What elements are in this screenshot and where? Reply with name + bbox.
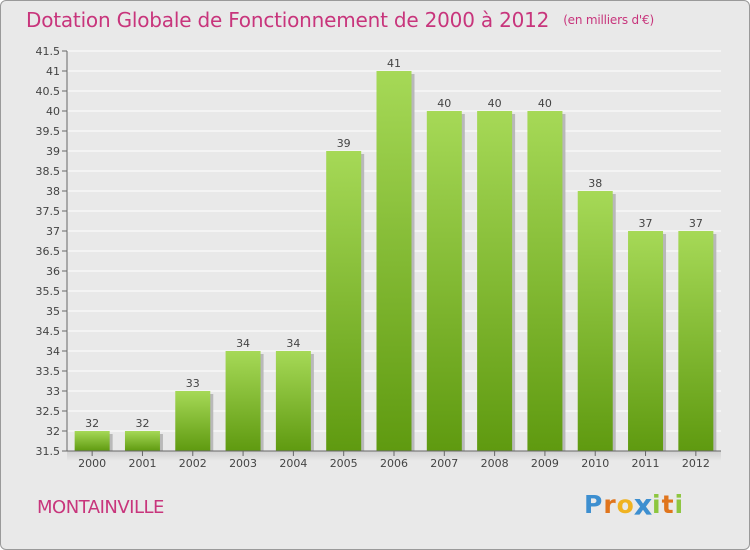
x-tick-label: 2004 bbox=[279, 457, 307, 470]
chart-title: Dotation Globale de Fonctionnement de 20… bbox=[26, 8, 654, 32]
x-tick-label: 2006 bbox=[380, 457, 408, 470]
data-label: 37 bbox=[689, 217, 703, 230]
y-tick-label: 32.5 bbox=[36, 405, 61, 418]
x-tick-label: 2008 bbox=[481, 457, 509, 470]
data-label: 34 bbox=[236, 337, 250, 350]
data-label: 39 bbox=[337, 137, 351, 150]
y-tick-label: 37 bbox=[46, 225, 60, 238]
city-name: MONTAINVILLE bbox=[37, 497, 164, 518]
y-tick-label: 40 bbox=[46, 105, 60, 118]
x-axis: 2000 2001 2002 2003 2004 2005 2006 2007 2008 2009… bbox=[67, 450, 721, 470]
data-label: 34 bbox=[286, 337, 300, 350]
x-tick-label: 2011 bbox=[632, 457, 660, 470]
bar-2001 bbox=[124, 431, 160, 451]
x-tick-label: 2007 bbox=[430, 457, 458, 470]
bar-2006 bbox=[376, 71, 412, 451]
y-tick-label: 38 bbox=[46, 185, 60, 198]
y-tick-label: 38.5 bbox=[36, 165, 61, 178]
data-label: 33 bbox=[186, 377, 200, 390]
y-tick-label: 33 bbox=[46, 385, 60, 398]
bar-2011 bbox=[628, 231, 664, 451]
data-label: 41 bbox=[387, 57, 401, 70]
bar-2000 bbox=[74, 431, 110, 451]
data-label: 37 bbox=[639, 217, 653, 230]
bar-2009 bbox=[527, 111, 563, 451]
logo-letter: r bbox=[603, 490, 617, 519]
y-tick-label: 34.5 bbox=[36, 325, 61, 338]
y-axis: 31.5 32 32.5 33 33.5 34 34.5 35 35.5 36 36.5 37 37.5… bbox=[36, 45, 68, 458]
y-tick-label: 39 bbox=[46, 145, 60, 158]
logo-letter: i bbox=[652, 490, 662, 519]
data-label: 38 bbox=[588, 177, 602, 190]
bar-2012 bbox=[678, 231, 714, 451]
y-tick-label: 35 bbox=[46, 305, 60, 318]
y-tick-label: 41 bbox=[46, 65, 60, 78]
y-tick-label: 40.5 bbox=[36, 85, 61, 98]
x-tick-label: 2012 bbox=[682, 457, 710, 470]
y-tick-label: 34 bbox=[46, 345, 60, 358]
data-label: 40 bbox=[437, 97, 451, 110]
y-tick-label: 36 bbox=[46, 265, 60, 278]
data-label: 40 bbox=[488, 97, 502, 110]
unit-label: (en milliers d'€) bbox=[563, 13, 654, 27]
bar-2003 bbox=[225, 351, 261, 451]
x-tick-label: 2005 bbox=[330, 457, 358, 470]
logo-letter: o bbox=[616, 490, 635, 519]
x-tick-label: 2009 bbox=[531, 457, 559, 470]
bar-2005 bbox=[326, 151, 362, 451]
bar-2007 bbox=[426, 111, 462, 451]
data-labels: 32 32 33 34 34 39 41 40 40 40 38 37 37 bbox=[85, 57, 703, 430]
logo-letter: i bbox=[674, 490, 685, 519]
x-tick-label: 2003 bbox=[229, 457, 257, 470]
y-tick-label: 39.5 bbox=[36, 125, 61, 138]
y-tick-label: 37.5 bbox=[36, 205, 61, 218]
x-tick-label: 2000 bbox=[78, 457, 106, 470]
data-label: 32 bbox=[85, 417, 99, 430]
x-tick-label: 2001 bbox=[128, 457, 156, 470]
x-tick-label: 2002 bbox=[179, 457, 207, 470]
logo-letter: P bbox=[584, 490, 604, 519]
bar-2010 bbox=[577, 191, 613, 451]
proxiti-logo[interactable]: Proxiti bbox=[584, 487, 685, 522]
bar-2002 bbox=[175, 391, 211, 451]
data-label: 40 bbox=[538, 97, 552, 110]
y-tick-label: 36.5 bbox=[36, 245, 61, 258]
x-tick-label: 2010 bbox=[581, 457, 609, 470]
y-tick-label: 33.5 bbox=[36, 365, 61, 378]
logo-letter: x bbox=[633, 487, 654, 522]
bar-2004 bbox=[275, 351, 311, 451]
y-tick-label: 41.5 bbox=[36, 45, 61, 58]
y-tick-label: 31.5 bbox=[36, 445, 61, 458]
y-tick-label: 35.5 bbox=[36, 285, 61, 298]
logo-letter: t bbox=[661, 490, 675, 519]
data-label: 32 bbox=[135, 417, 149, 430]
bar-2008 bbox=[477, 111, 513, 451]
bars bbox=[74, 71, 717, 451]
y-tick-label: 32 bbox=[46, 425, 60, 438]
title-text: Dotation Globale de Fonctionnement de 20… bbox=[26, 8, 550, 32]
